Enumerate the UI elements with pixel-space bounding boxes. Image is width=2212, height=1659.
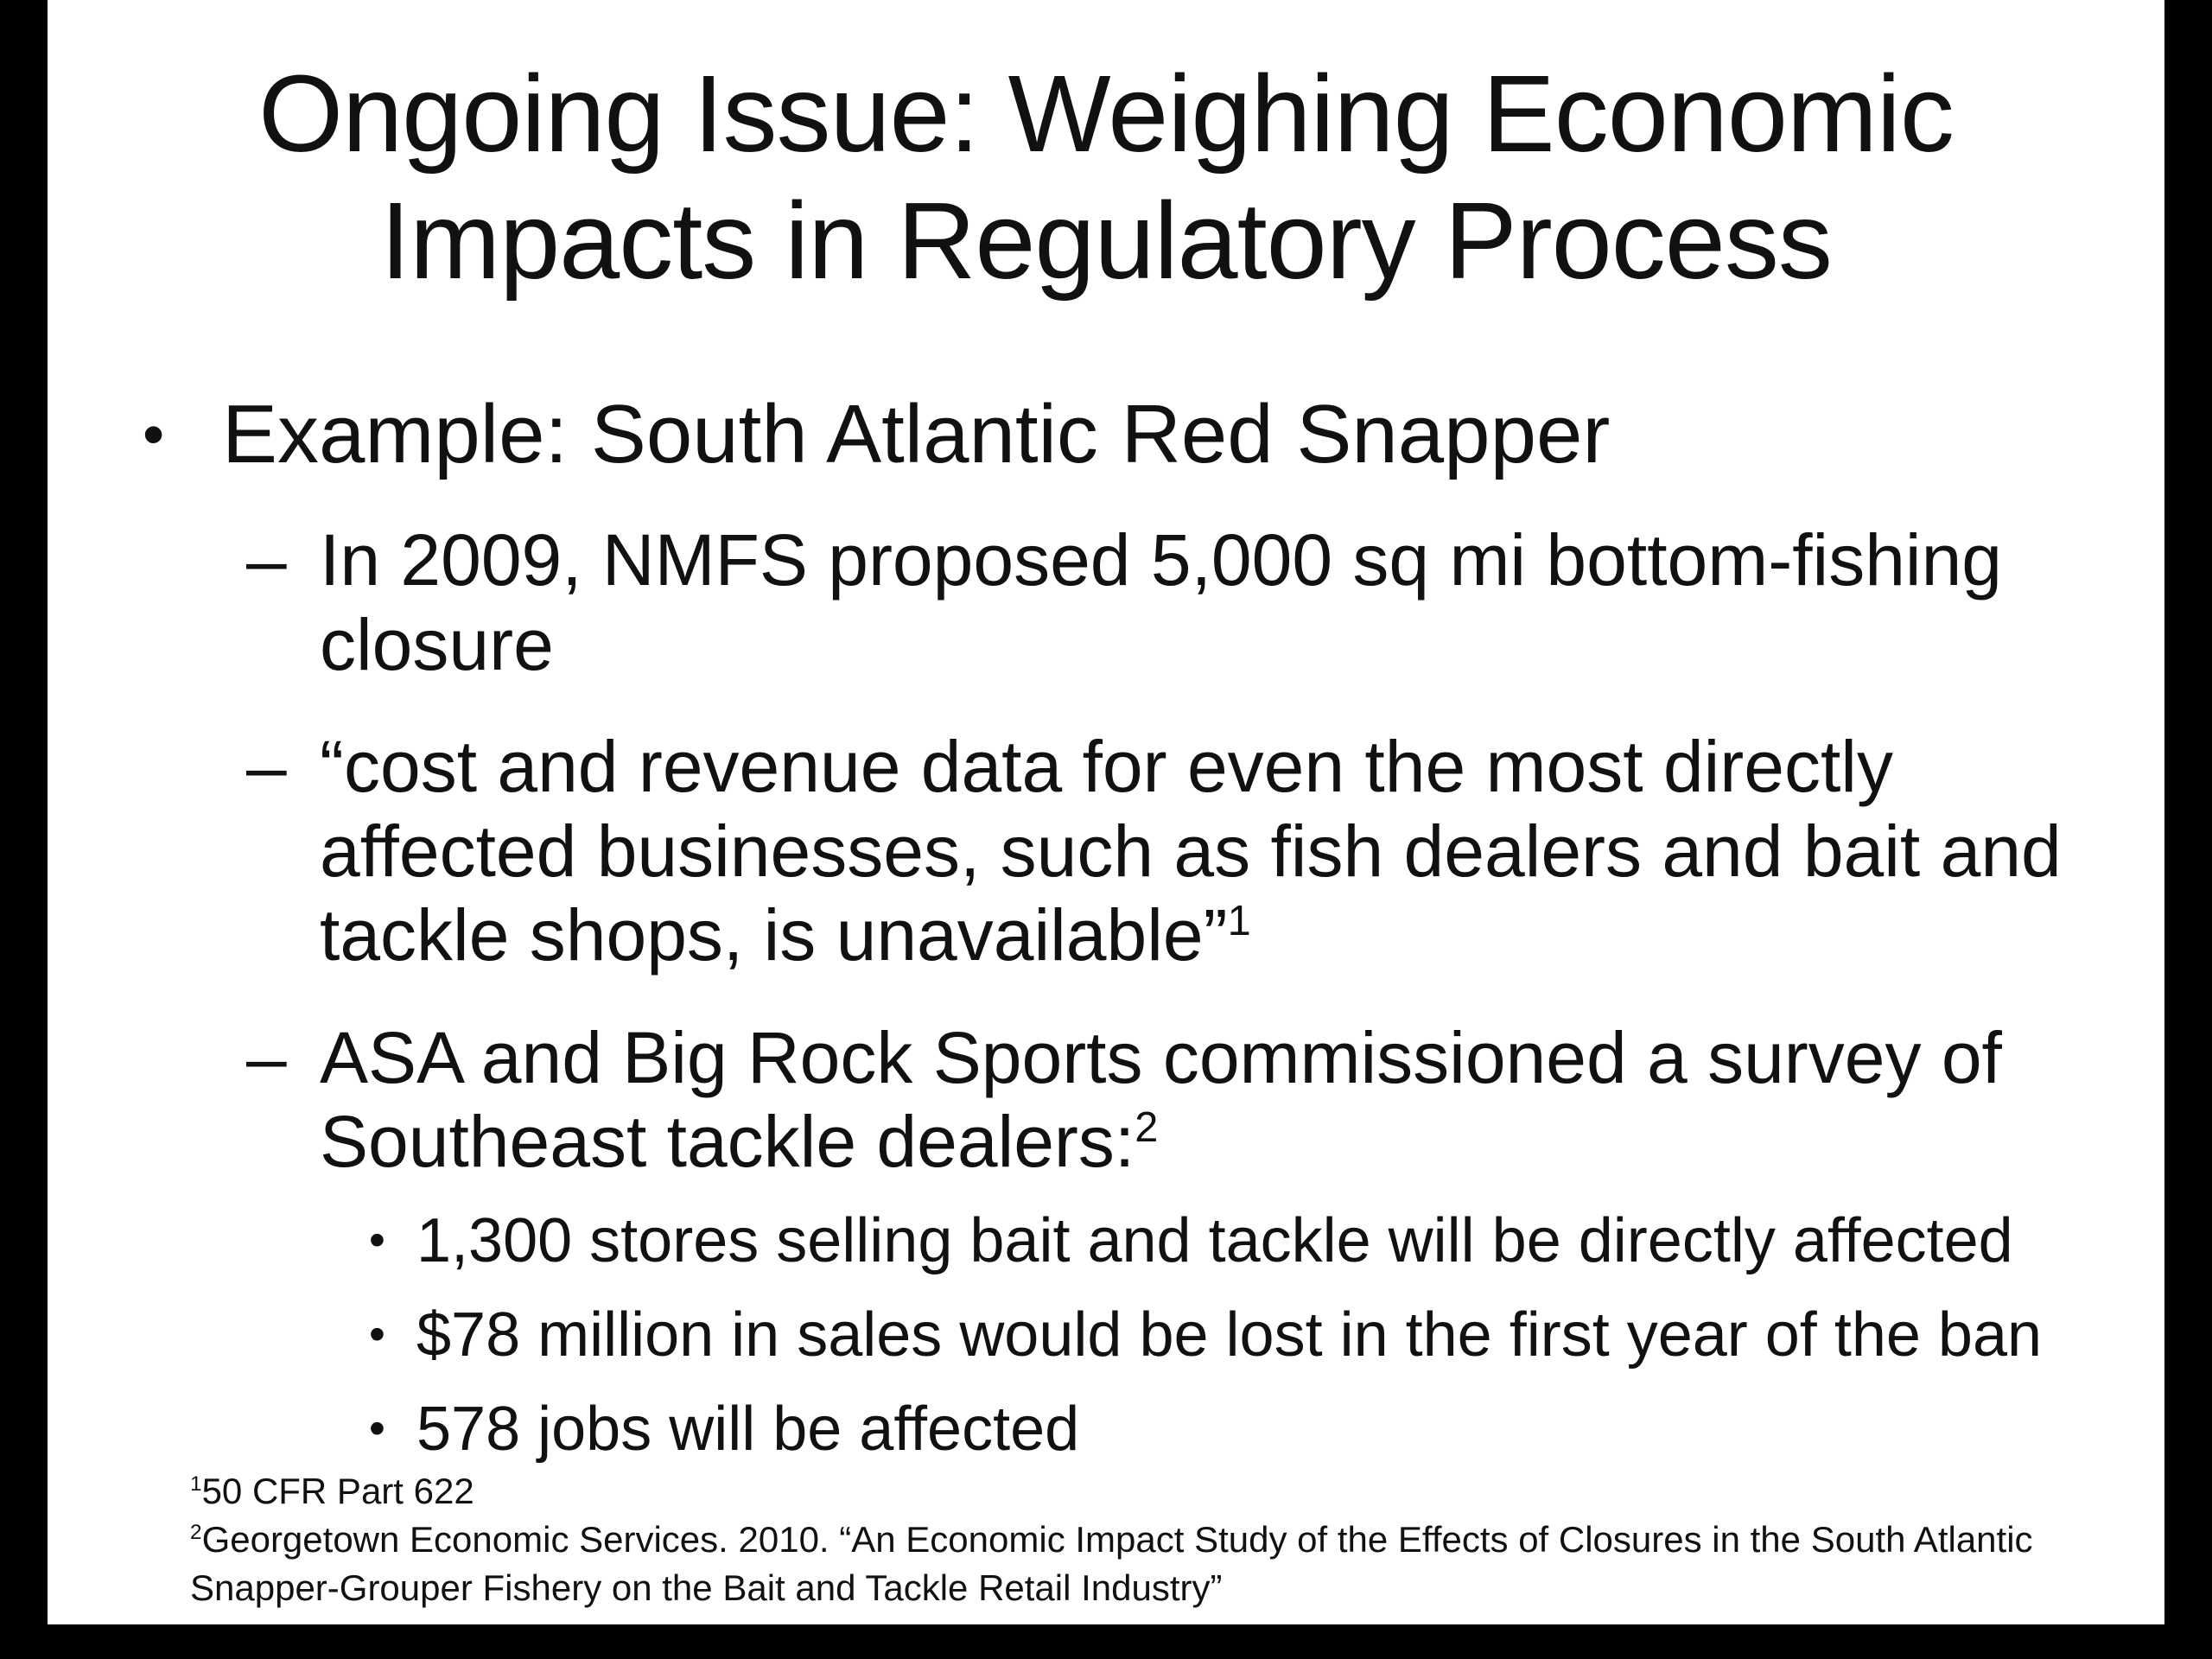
footnote-2-marker: 2	[190, 1521, 202, 1545]
stat-bullet-item-sales: • $78 million in sales would be lost in …	[48, 1299, 2164, 1372]
footnote-1: 150 CFR Part 622	[190, 1467, 2048, 1516]
footnote-2-text: Georgetown Economic Services. 2010. “An …	[190, 1519, 2033, 1609]
stat-bullet-item-stores: • 1,300 stores selling bait and tackle w…	[48, 1205, 2164, 1278]
sub-bullet-item-closure: – In 2009, NMFS proposed 5,000 sq mi bot…	[48, 518, 2164, 687]
dash-bullet-icon: –	[246, 1016, 287, 1098]
stat-bullet-item-jobs: • 578 jobs will be affected	[48, 1393, 2164, 1466]
sub-bullet-text: “cost and revenue data for even the most…	[320, 725, 2121, 977]
footnote-ref-2: 2	[1135, 1103, 1159, 1151]
bullet-dot-icon: •	[369, 1402, 385, 1455]
sub-bullet-text: ASA and Big Rock Sports commissioned a s…	[320, 1016, 2121, 1185]
bullet-item-example: • Example: South Atlantic Red Snapper	[48, 388, 2164, 481]
sub-bullet-text-main: “cost and revenue data for even the most…	[320, 726, 2062, 976]
footnote-1-marker: 1	[190, 1472, 202, 1497]
sub-bullet-text-main: ASA and Big Rock Sports commissioned a s…	[320, 1016, 2002, 1182]
footnote-2: 2Georgetown Economic Services. 2010. “An…	[190, 1516, 2048, 1612]
stat-bullet-text: $78 million in sales would be lost in th…	[416, 1300, 2043, 1370]
footnote-1-text: 50 CFR Part 622	[201, 1471, 474, 1512]
sub-bullet-text-main: In 2009, NMFS proposed 5,000 sq mi botto…	[320, 519, 2003, 685]
footnote-ref-1: 1	[1227, 898, 1251, 945]
bullet-dot-icon: •	[369, 1214, 385, 1267]
dash-bullet-icon: –	[246, 519, 287, 601]
letterbox-right	[2164, 0, 2212, 1659]
slide: Ongoing Issue: Weighing Economic Impacts…	[48, 0, 2164, 1624]
stat-bullet-text: 578 jobs will be affected	[416, 1395, 1080, 1465]
sub-bullet-item-quote: – “cost and revenue data for even the mo…	[48, 725, 2164, 977]
letterbox-left	[0, 0, 48, 1659]
bullet-text: Example: South Atlantic Red Snapper	[222, 387, 1611, 480]
footnotes: 150 CFR Part 622 2Georgetown Economic Se…	[190, 1467, 2048, 1612]
sub-bullet-text: In 2009, NMFS proposed 5,000 sq mi botto…	[320, 518, 2121, 687]
letterbox-bottom	[0, 1624, 2212, 1659]
bullet-dot-icon: •	[143, 399, 165, 469]
bullet-dot-icon: •	[369, 1308, 385, 1361]
dash-bullet-icon: –	[246, 726, 287, 808]
slide-title: Ongoing Issue: Weighing Economic Impacts…	[258, 53, 1955, 302]
sub-bullet-item-survey: – ASA and Big Rock Sports commissioned a…	[48, 1016, 2164, 1185]
stat-bullet-text: 1,300 stores selling bait and tackle wil…	[416, 1206, 2013, 1276]
